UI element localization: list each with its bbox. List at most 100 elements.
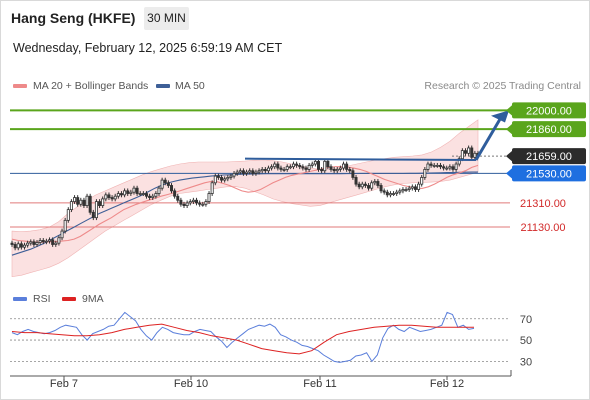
- level-label-21310.00: 21310.00: [520, 198, 566, 210]
- candle-body: [101, 198, 105, 207]
- bullish-arrow-shaft: [474, 118, 502, 161]
- time-label-feb-12: Feb 12: [430, 378, 464, 390]
- candle-body: [160, 179, 164, 189]
- candle-body: [69, 201, 73, 211]
- candle-body: [166, 182, 170, 186]
- candle-body: [245, 171, 249, 174]
- candle-body: [329, 166, 333, 170]
- candle-body: [457, 158, 461, 165]
- candle-body: [279, 167, 283, 170]
- candle-body: [198, 202, 202, 205]
- candle-body: [60, 230, 64, 239]
- candle-body: [41, 240, 45, 243]
- candle-body: [385, 191, 389, 196]
- candle-body: [241, 170, 245, 174]
- level-label-22000.00-bg: [512, 102, 586, 119]
- candle-body: [216, 175, 220, 178]
- candle-body: [263, 168, 267, 172]
- time-label-feb-11: Feb 11: [303, 378, 336, 390]
- ma20-line: [11, 164, 479, 243]
- candle-body: [254, 171, 258, 174]
- candle-body: [285, 166, 289, 170]
- level-label-21530.00-bg: [512, 165, 586, 182]
- candle-body: [141, 193, 145, 195]
- pivot-layer: [244, 110, 509, 162]
- candle-body: [401, 189, 405, 192]
- candle-body: [413, 186, 417, 190]
- candle-body: [473, 152, 477, 158]
- instrument-title: Hang Seng (HKFE): [11, 10, 136, 26]
- current-price-label: 21659.00: [526, 151, 572, 163]
- candle-body: [382, 190, 386, 193]
- candle-body: [388, 193, 392, 196]
- candle-body: [26, 242, 30, 246]
- candle-body: [220, 177, 224, 181]
- candle-body: [435, 164, 439, 167]
- candle-body: [191, 199, 195, 202]
- candle-body: [207, 193, 211, 202]
- candle-body: [157, 187, 161, 194]
- candle-body: [360, 183, 364, 188]
- candle-body: [107, 194, 111, 198]
- moving-averages-layer: [11, 164, 479, 256]
- candle-body: [354, 177, 358, 185]
- candle-body: [238, 170, 242, 173]
- rsi-ma-legend-label: 9MA: [82, 293, 104, 305]
- bollinger-bands-layer: [11, 119, 479, 278]
- current-price-label-pointer: [506, 150, 513, 163]
- candle-body: [226, 177, 230, 180]
- candle-body: [195, 199, 199, 204]
- candle-body: [151, 195, 155, 198]
- candle-body: [395, 191, 399, 194]
- candle-body: [113, 195, 117, 200]
- candle-body: [417, 183, 421, 190]
- candle-body: [82, 199, 86, 206]
- candle-body: [170, 185, 173, 192]
- candle-body: [44, 240, 48, 243]
- rsi-tick-70: 70: [520, 314, 532, 326]
- candle-body: [213, 175, 217, 184]
- candle-body: [367, 185, 371, 189]
- candle-body: [291, 163, 295, 168]
- candle-body: [463, 150, 467, 154]
- rsi-tick-30: 30: [520, 356, 532, 368]
- candle-body: [179, 199, 183, 205]
- candle-body: [76, 197, 80, 205]
- analysis-datetime: Wednesday, February 12, 2025 6:59:19 AM …: [13, 41, 283, 55]
- candle-body: [323, 160, 327, 172]
- candle-body: [57, 237, 61, 244]
- candle-body: [173, 190, 177, 197]
- candle-body: [232, 173, 236, 177]
- candle-body: [144, 193, 148, 197]
- candle-body: [38, 240, 42, 243]
- candle-body: [135, 187, 139, 194]
- candle-body: [282, 168, 286, 171]
- candle-body: [138, 193, 142, 195]
- candle-body: [445, 167, 449, 170]
- ma20-legend-label: MA 20 + Bollinger Bands: [33, 80, 149, 92]
- candle-body: [223, 178, 227, 181]
- candle-body: [29, 241, 33, 244]
- candle-body: [348, 168, 352, 172]
- level-label-21530.00-pointer: [506, 167, 513, 180]
- level-label-21860.00: 21860.00: [526, 124, 572, 136]
- candle-body: [94, 201, 98, 219]
- candle-body: [248, 170, 252, 173]
- candle-body: [373, 181, 377, 184]
- candle-body: [48, 239, 52, 242]
- time-axis: Feb 7 Feb 10 Feb 11 Feb 12: [10, 370, 512, 390]
- candle-body: [379, 185, 383, 192]
- candle-body: [110, 197, 114, 200]
- candle-body: [298, 164, 302, 168]
- candle-body: [407, 187, 411, 190]
- candle-body: [442, 166, 446, 169]
- candle-body: [154, 193, 158, 197]
- candle-body: [85, 195, 89, 206]
- timeframe-button[interactable]: 30 MIN: [144, 7, 189, 30]
- level-label-21530.00: 21530.00: [526, 168, 572, 180]
- candle-body: [404, 189, 408, 191]
- candle-body: [273, 163, 277, 168]
- candle-body: [210, 182, 214, 194]
- candle-body: [260, 168, 264, 172]
